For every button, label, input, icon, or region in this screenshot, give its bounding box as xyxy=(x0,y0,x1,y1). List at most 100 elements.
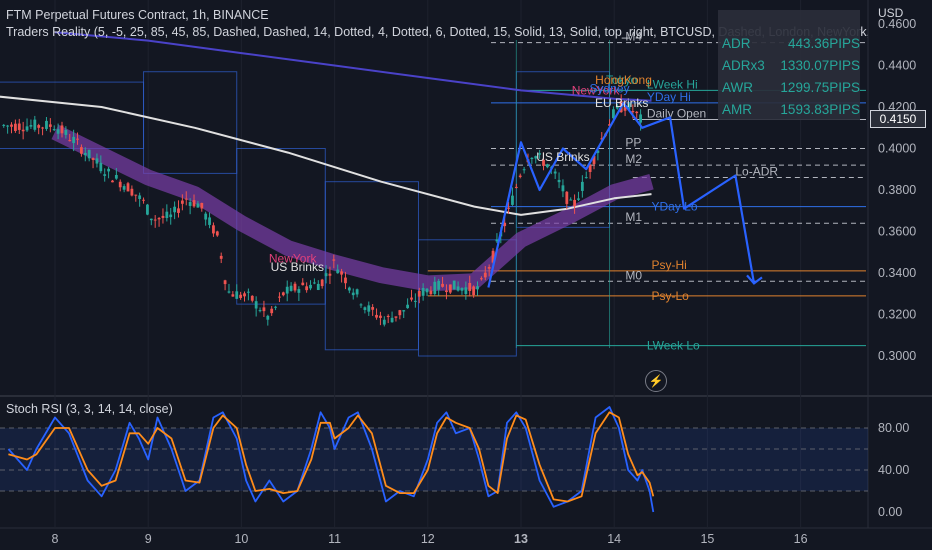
candle-body xyxy=(639,114,643,123)
candle-body xyxy=(386,315,390,318)
candle-body xyxy=(379,315,382,318)
candle-body xyxy=(592,155,596,165)
candle-body xyxy=(375,314,378,318)
candle-body xyxy=(196,203,200,208)
candle-body xyxy=(250,295,254,301)
candle-body xyxy=(553,171,557,174)
candle-body xyxy=(336,269,340,274)
candle-body xyxy=(29,125,33,127)
candle-body xyxy=(111,180,114,183)
candle-body xyxy=(522,169,526,171)
candle-body xyxy=(76,138,79,140)
x-tick-label: 10 xyxy=(234,532,248,546)
stoch-tick-label: 0.00 xyxy=(878,505,902,519)
candle-body xyxy=(52,129,56,131)
candle-body xyxy=(390,317,394,323)
candle-body xyxy=(165,211,169,219)
candle-body xyxy=(530,157,534,160)
candle-body xyxy=(262,307,266,312)
candle-body xyxy=(417,290,421,297)
x-tick-label: 13 xyxy=(514,532,528,546)
candle-body xyxy=(114,174,118,179)
candle-body xyxy=(200,202,204,209)
candle-body xyxy=(398,310,402,316)
candle-body xyxy=(138,195,142,200)
candle-body xyxy=(41,127,44,129)
moving-average-line xyxy=(0,95,652,216)
stoch-rsi-legend[interactable]: Stoch RSI (3, 3, 14, 14, close) xyxy=(6,402,173,416)
candle-body xyxy=(134,194,138,196)
candle-body xyxy=(227,291,231,293)
candle-body xyxy=(103,174,107,176)
level-label: Psy-Lo xyxy=(651,289,689,303)
candle-body xyxy=(99,162,103,172)
candle-body xyxy=(184,198,188,200)
candle-body xyxy=(60,125,64,134)
candle-body xyxy=(316,283,320,291)
candle-body xyxy=(410,297,413,300)
candle-body xyxy=(2,124,6,126)
amr-row: AMR 1593.83PIPS xyxy=(722,102,860,117)
candle-body xyxy=(142,199,145,201)
candle-body xyxy=(235,291,239,299)
candle-body xyxy=(441,283,444,287)
level-label: Daily Open xyxy=(647,106,706,120)
y-tick-label: 0.3400 xyxy=(878,266,916,280)
candle-body xyxy=(569,199,573,201)
candle-body xyxy=(126,183,130,192)
candle-body xyxy=(565,191,569,204)
candle-body xyxy=(204,213,208,220)
candle-body xyxy=(359,304,363,306)
y-tick-label: 0.3200 xyxy=(878,308,916,322)
stoch-tick-label: 40.00 xyxy=(878,463,909,477)
candle-body xyxy=(13,123,17,131)
candle-body xyxy=(146,204,149,215)
lightning-icon[interactable]: ⚡ xyxy=(645,370,667,392)
candle-body xyxy=(169,214,173,218)
candle-body xyxy=(483,272,487,278)
y-tick-label: 0.4000 xyxy=(878,142,916,156)
candle-body xyxy=(631,111,635,113)
candle-body xyxy=(25,126,29,131)
candle-body xyxy=(278,296,281,298)
y-tick-label: 0.3600 xyxy=(878,225,916,239)
candle-body xyxy=(157,218,161,220)
candle-body xyxy=(382,319,386,325)
indicator-legend[interactable]: Traders Reality (5, -5, 25, 85, 45, 85, … xyxy=(6,25,868,39)
y-tick-label: 0.4600 xyxy=(878,17,916,31)
candle-body xyxy=(239,294,243,298)
candle-body xyxy=(363,307,367,310)
candle-body xyxy=(347,287,351,291)
candle-body xyxy=(542,159,545,166)
level-label: YDay Lo xyxy=(651,200,697,214)
candle-body xyxy=(33,119,37,130)
level-label: LWeek Lo xyxy=(647,339,700,353)
candle-body xyxy=(425,288,429,293)
candle-body xyxy=(476,286,479,290)
current-price-tag: 0.4150 xyxy=(870,110,926,128)
level-label: Lo-ADR xyxy=(735,165,778,179)
candle-body xyxy=(212,225,215,234)
stoch-series-line xyxy=(7,406,655,513)
session-box xyxy=(143,71,238,174)
candle-body xyxy=(573,199,576,207)
candle-body xyxy=(635,111,639,114)
candle-body xyxy=(274,306,277,308)
candle-body xyxy=(561,185,565,192)
stoch-tick-label: 80.00 xyxy=(878,421,909,435)
session-annotation: NewYork xyxy=(269,252,318,266)
session-annotation: HongKong xyxy=(595,73,652,87)
level-label: PP xyxy=(625,136,641,150)
candle-body xyxy=(180,200,184,204)
candle-body xyxy=(107,168,110,172)
candle-body xyxy=(45,120,48,129)
candle-body xyxy=(518,175,522,177)
session-annotation: US Brinks xyxy=(271,260,324,274)
chart-title: FTM Perpetual Futures Contract, 1h, BINA… xyxy=(6,8,269,22)
session-annotation: NewYork xyxy=(572,84,621,98)
x-tick-label: 14 xyxy=(607,532,621,546)
candle-body xyxy=(231,294,235,297)
candle-body xyxy=(421,287,425,296)
candle-body xyxy=(546,164,549,168)
candle-body xyxy=(534,156,538,159)
